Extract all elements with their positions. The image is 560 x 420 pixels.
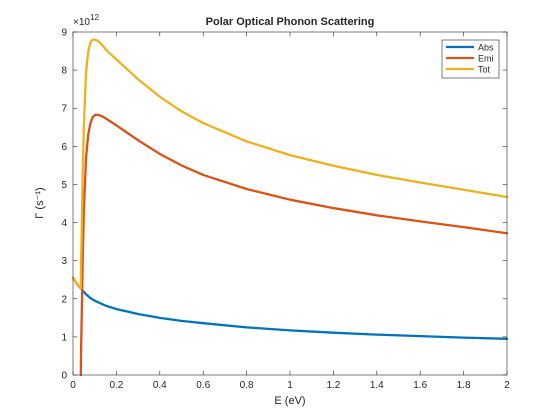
x-tick-label: 1.8 [457,380,471,391]
x-tick-label: 1 [287,380,293,391]
y-tick-label: 4 [61,218,67,229]
y-scale-power: 12 [90,13,99,22]
x-tick-label: 1.2 [326,380,340,391]
x-tick-label: 0.2 [109,380,123,391]
x-tick-label: 0 [70,380,76,391]
y-scale-base: ×10 [73,17,90,28]
y-tick-label: 2 [61,294,67,305]
y-tick-label: 6 [61,142,67,153]
series-layer [71,38,509,377]
y-tick-label: 0 [61,371,67,382]
y-tick-label: 5 [61,180,67,191]
y-axis-label: Γ (s⁻¹) [34,187,46,218]
x-tick-label: 1.4 [370,380,384,391]
series-line-tot [71,38,509,290]
series-line-emi [79,113,509,377]
legend-label-emi: Emi [478,54,494,64]
x-tick-label: 0.8 [240,380,254,391]
legend-label-abs: Abs [478,43,494,53]
x-tick-label: 2 [504,380,510,391]
y-tick-label: 9 [61,28,67,39]
x-tick-label: 1.6 [413,380,427,391]
x-tick-label: 0.6 [196,380,210,391]
plot-area [73,32,507,375]
series-line-abs [71,276,509,340]
y-tick-label: 3 [61,256,67,267]
y-tick-label: 1 [61,332,67,343]
chart-title: Polar Optical Phonon Scattering [206,16,375,28]
x-tick-label: 0.4 [153,380,167,391]
y-scale-multiplier: ×10 12 [73,13,99,28]
tick-layer: 0 0.2 0.4 0.6 0.8 1 1.2 1.4 1.6 1.8 2 0 1 2 3 4 5 6 7 8 9 [61,28,510,392]
x-axis-label: E (eV) [274,395,305,407]
y-tick-label: 8 [61,66,67,77]
y-tick-label: 7 [61,104,67,115]
legend-label-tot: Tot [478,65,491,75]
